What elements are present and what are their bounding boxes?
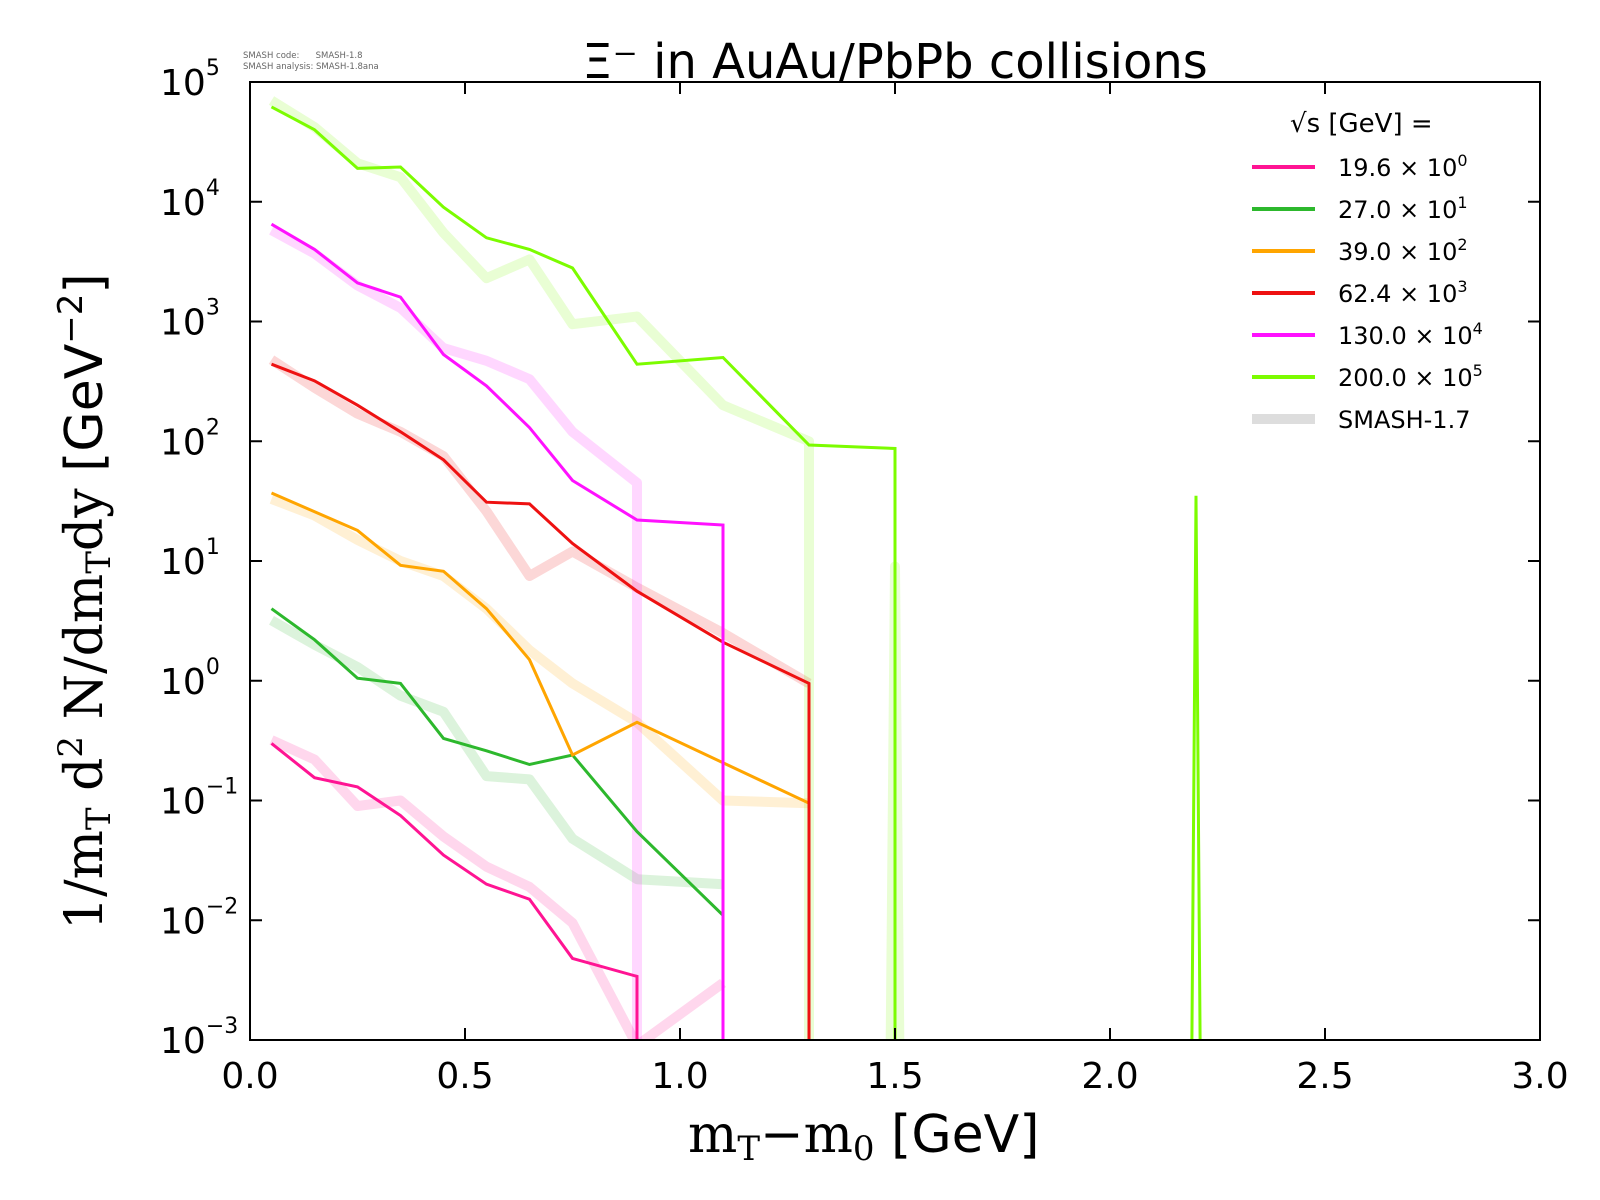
smash-notes: SMASH code: SMASH-1.8 SMASH analysis: SM… (243, 51, 379, 72)
x-tick-label: 2.5 (1296, 1056, 1353, 1097)
x-tick-labels: 0.0 0.5 1.0 1.5 2.0 2.5 3.0 (221, 1056, 1568, 1097)
reference-line (268, 96, 814, 1040)
series-line (270, 222, 725, 1040)
y-axis-label: 1/mT d2 N/dmTdy [GeV−2] (51, 273, 119, 930)
ticks-group (249, 81, 1541, 1041)
y-tick-label: 10−1 (160, 775, 238, 823)
legend-label: 19.6 × 100 (1338, 151, 1468, 182)
legend-label: 62.4 × 103 (1338, 277, 1468, 308)
series-line (1190, 495, 1202, 1040)
y-tick-label: 105 (160, 56, 220, 104)
note-code: SMASH code: SMASH-1.8 (243, 51, 363, 61)
reference-line (269, 494, 810, 809)
reference-line (269, 225, 642, 1040)
y-tick-labels: 10−3 10−2 10−1 100 101 102 103 104 105 (160, 56, 238, 1062)
reference-line (269, 735, 726, 1040)
series-line (270, 491, 811, 1040)
y-tick-label: 101 (160, 535, 220, 583)
x-tick-label: 0.0 (221, 1056, 278, 1097)
reference-series-group (268, 96, 905, 1040)
legend-label: 27.0 × 101 (1338, 193, 1468, 224)
y-tick-label: 103 (160, 296, 220, 344)
legend-label: 200.0 × 105 (1338, 361, 1483, 392)
legend-label: 39.0 × 102 (1338, 235, 1468, 266)
x-axis-label: mT−m0 [GeV] (688, 1105, 1040, 1169)
x-tick-label: 0.5 (436, 1056, 493, 1097)
data-series-group (270, 105, 1202, 1040)
series-line (270, 742, 639, 1040)
legend-label-reference: SMASH-1.7 (1338, 406, 1470, 434)
series-line (270, 362, 811, 1040)
x-tick-label: 1.5 (866, 1056, 923, 1097)
x-tick-label: 2.0 (1081, 1056, 1138, 1097)
y-tick-label: 10−2 (160, 894, 238, 942)
chart-title: Ξ⁻ in AuAu/PbPb collisions (582, 34, 1208, 90)
y-tick-label: 10−3 (160, 1014, 238, 1062)
y-tick-label: 102 (160, 415, 220, 463)
y-tick-label: 100 (160, 655, 220, 703)
series-line (270, 105, 897, 1040)
reference-line (268, 355, 812, 688)
y-tick-label: 104 (160, 176, 220, 224)
legend: √s [GeV] = 19.6 × 100 27.0 × 101 39.0 × 10… (1252, 109, 1483, 434)
x-tick-label: 3.0 (1511, 1056, 1568, 1097)
legend-title: √s [GeV] = (1290, 109, 1433, 139)
x-tick-label: 1.0 (651, 1056, 708, 1097)
note-analysis: SMASH analysis: SMASH-1.8ana (243, 62, 379, 72)
legend-label: 130.0 × 104 (1338, 319, 1483, 350)
series-line (270, 607, 725, 1040)
